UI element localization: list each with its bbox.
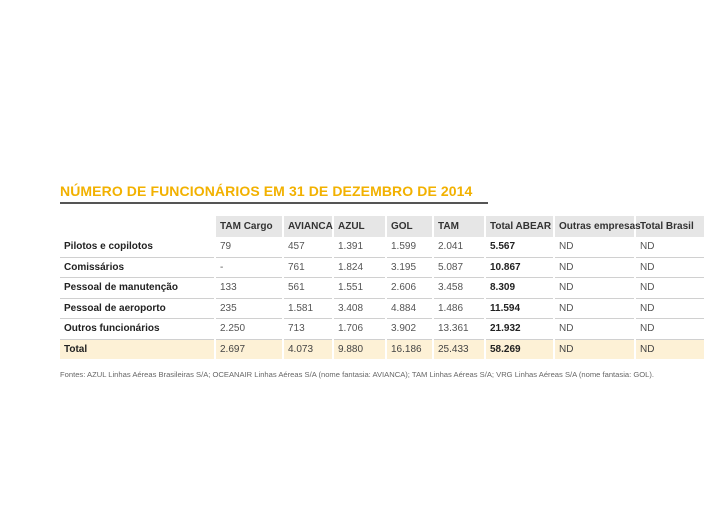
table-cell: 79 [215,237,284,258]
table-cell: 133 [215,277,284,299]
table-row: Pilotos e copilotos 79 457 1.391 1.599 2… [60,237,706,258]
table-cell: 3.195 [386,257,434,278]
table-cell: 235 [215,298,284,319]
total-cell: 58.269 [485,339,555,359]
header-cell: AZUL [333,216,387,237]
total-row: Total 2.697 4.073 9.880 16.186 25.433 58… [60,339,706,359]
table-cell: ND [554,318,636,340]
table-row: Pessoal de manutenção 133 561 1.551 2.60… [60,277,706,299]
table-cell: 5.567 [485,237,555,258]
header-cell: GOL [386,216,434,237]
table-cell: 13.361 [433,318,486,340]
header-cell: AVIANCA [283,216,334,237]
total-cell: ND [554,339,636,359]
table-cell: 713 [283,318,334,340]
table-cell: 2.041 [433,237,486,258]
table-cell: 8.309 [485,277,555,299]
header-row: TAM Cargo AVIANCA AZUL GOL TAM Total ABE… [60,216,706,237]
table-cell: 1.391 [333,237,387,258]
table-cell: ND [554,298,636,319]
table-cell: 21.932 [485,318,555,340]
table-cell: ND [635,237,706,258]
table-cell: 561 [283,277,334,299]
table-cell: 761 [283,257,334,278]
table-row: Outros funcionários 2.250 713 1.706 3.90… [60,318,706,340]
row-label: Outros funcionários [60,318,216,340]
total-label: Total [60,339,216,359]
header-cell: TAM Cargo [215,216,284,237]
table-cell: - [215,257,284,278]
header-corner [60,216,216,237]
total-cell: 25.433 [433,339,486,359]
table-cell: ND [635,318,706,340]
table-cell: 11.594 [485,298,555,319]
row-label: Pessoal de aeroporto [60,298,216,319]
table-cell: 2.606 [386,277,434,299]
table-cell: ND [554,237,636,258]
table-cell: ND [554,257,636,278]
table-cell: 4.884 [386,298,434,319]
source-note: Fontes: AZUL Linhas Aéreas Brasileiras S… [60,370,654,379]
table-title: NÚMERO DE FUNCIONÁRIOS EM 31 DE DEZEMBRO… [60,183,473,199]
table-cell: 1.824 [333,257,387,278]
table-cell: 5.087 [433,257,486,278]
row-label: Pilotos e copilotos [60,237,216,258]
table-cell: 1.581 [283,298,334,319]
header-cell: Total Brasil [635,216,706,237]
table-cell: ND [635,257,706,278]
table-cell: 3.458 [433,277,486,299]
table-cell: 3.902 [386,318,434,340]
total-cell: 16.186 [386,339,434,359]
table-row: Pessoal de aeroporto 235 1.581 3.408 4.8… [60,298,706,319]
table-cell: 1.486 [433,298,486,319]
table-cell: 2.250 [215,318,284,340]
total-cell: 2.697 [215,339,284,359]
table-cell: 1.551 [333,277,387,299]
employees-table: TAM Cargo AVIANCA AZUL GOL TAM Total ABE… [60,216,706,359]
header-cell: Total ABEAR [485,216,555,237]
header-cell: Outras empresas [554,216,641,237]
total-cell: 9.880 [333,339,387,359]
table-cell: ND [554,277,636,299]
total-cell: 4.073 [283,339,334,359]
table-cell: 1.706 [333,318,387,340]
table-cell: 457 [283,237,334,258]
table-cell: 10.867 [485,257,555,278]
table-cell: 1.599 [386,237,434,258]
table-cell: 3.408 [333,298,387,319]
table-cell: ND [635,277,706,299]
total-cell: ND [635,339,706,359]
title-underline [60,202,488,204]
table-row: Comissários - 761 1.824 3.195 5.087 10.8… [60,257,706,278]
row-label: Comissários [60,257,216,278]
row-label: Pessoal de manutenção [60,277,216,299]
header-cell: TAM [433,216,486,237]
table-cell: ND [635,298,706,319]
